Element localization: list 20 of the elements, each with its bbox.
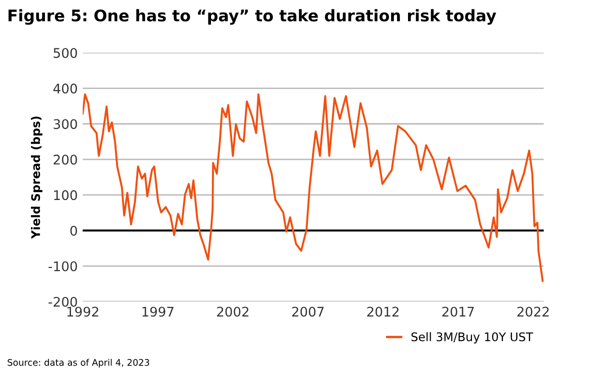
x-tick-label: 2012 — [367, 306, 399, 317]
source-note: Source: data as of April 4, 2023 — [8, 358, 150, 368]
line-series — [82, 93, 544, 282]
y-axis-title: Yield Spread (bps) — [30, 116, 42, 239]
legend-label: Sell 3M/Buy 10Y UST — [411, 332, 534, 344]
y-tick-label: 300 — [54, 119, 77, 130]
y-tick-label: 0 — [70, 226, 78, 236]
x-tick-label: 1997 — [142, 306, 174, 317]
y-tick-label: 500 — [54, 48, 77, 58]
y-tick-label: 100 — [54, 190, 77, 200]
y-tick-label: -100 — [48, 261, 78, 272]
x-tick-label: 1992 — [67, 306, 98, 317]
y-tick-label: 200 — [54, 154, 77, 165]
x-tick-label: 2002 — [217, 306, 248, 317]
x-tick-label: 2017 — [442, 306, 474, 317]
y-tick-label: 400 — [53, 84, 77, 94]
y-tick-label: -200 — [48, 296, 78, 307]
chart-title: Figure 5: One has to “pay” to take duration risk today — [8, 9, 496, 25]
x-tick-label: 2022 — [517, 306, 549, 317]
x-tick-label: 2007 — [292, 306, 324, 317]
